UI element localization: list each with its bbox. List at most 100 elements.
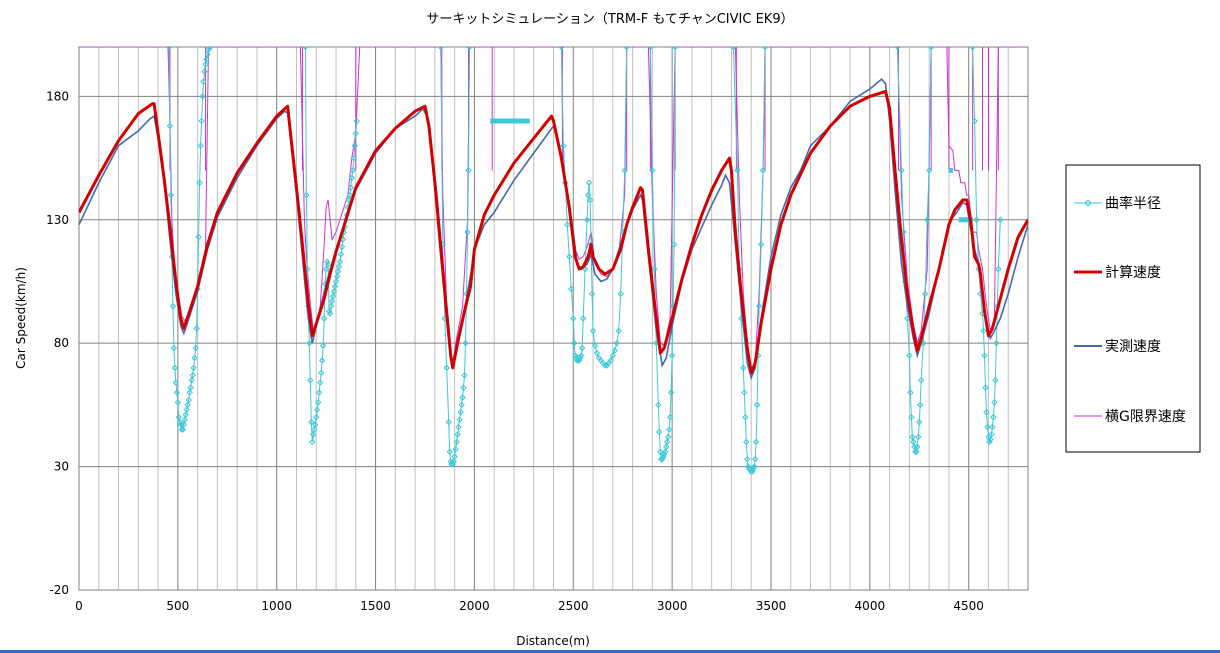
curvature-point	[750, 463, 758, 470]
curvature-point	[740, 364, 747, 372]
curvature-point	[175, 414, 183, 421]
curvature-point	[663, 438, 671, 446]
curvature-point	[457, 409, 464, 416]
curvature-point	[909, 433, 916, 441]
curvature-point	[571, 339, 578, 347]
curvature-point	[181, 416, 188, 423]
curvature-point	[585, 179, 593, 186]
curvature-point	[664, 433, 672, 441]
curvature-point	[916, 418, 923, 426]
legend-box	[1065, 164, 1201, 453]
curvature-point	[332, 278, 340, 285]
curvature-point	[927, 47, 935, 51]
curvature-point	[193, 325, 200, 332]
curvature-point	[983, 409, 990, 416]
curvature-point	[655, 401, 662, 409]
curvature-point	[199, 93, 206, 100]
curvature-point	[991, 399, 998, 406]
curvature-point	[204, 51, 211, 58]
curvature-point	[667, 389, 675, 396]
curvature-point	[443, 364, 450, 372]
curvature-point	[989, 423, 996, 431]
x-tick-label: 3500	[756, 599, 787, 613]
curvature-point	[744, 455, 751, 463]
curvature-point	[601, 362, 609, 369]
curvature-point	[459, 394, 466, 401]
curvature-point	[894, 47, 901, 51]
curvature-point	[179, 426, 187, 433]
curvature-point	[564, 221, 571, 228]
curvature-point	[314, 406, 321, 414]
curvature-point	[201, 68, 208, 75]
curvature-point	[338, 243, 346, 251]
curvature-point	[666, 414, 674, 421]
y-tick-label: 180	[46, 89, 69, 103]
curvature-point	[200, 78, 207, 85]
curvature-point	[335, 263, 343, 270]
curvature-point	[352, 130, 359, 137]
curvature-point	[170, 344, 178, 352]
curvature-point	[589, 327, 597, 335]
x-ticks: 0 500 1000 1500 2000 2500 3000 3500 4000 4500	[75, 599, 984, 613]
series-calculated-speed-line	[79, 89, 1028, 375]
curvature-point	[917, 401, 924, 409]
curvature-point	[980, 327, 987, 335]
curvature-point	[309, 438, 316, 446]
curvature-point	[189, 372, 196, 379]
x-tick-label: 4500	[953, 599, 984, 613]
curvature-point	[323, 258, 331, 265]
curvature-point	[925, 167, 933, 174]
curvature-point	[921, 290, 929, 298]
curvature-point	[670, 241, 678, 248]
x-tick-label: 3000	[657, 599, 688, 613]
curvature-point	[318, 357, 326, 364]
curvature-point	[331, 283, 339, 290]
curvature-point	[456, 416, 463, 423]
x-tick-label: 2000	[459, 599, 490, 613]
y-tick-label: 130	[46, 213, 69, 227]
curvature-point	[656, 428, 663, 436]
x-tick-label: 1500	[360, 599, 391, 613]
curvature-point	[584, 191, 592, 199]
curvature-point	[665, 426, 673, 433]
curvature-point	[558, 47, 565, 51]
curvature-point	[741, 389, 748, 396]
curvature-point	[446, 448, 453, 455]
x-tick-label: 1000	[261, 599, 292, 613]
curvature-point	[647, 47, 654, 51]
curvature-point	[981, 352, 988, 359]
curvature-point	[579, 315, 587, 322]
curvature-point	[586, 196, 594, 204]
curvature-point	[617, 290, 624, 298]
curvature-point	[988, 431, 995, 438]
curvature-point	[609, 352, 617, 359]
curvature-point	[315, 399, 322, 406]
curvature-point	[613, 339, 620, 347]
curvature-point	[197, 142, 204, 149]
series-curvature-line	[440, 47, 470, 465]
curvature-point	[183, 406, 190, 414]
curvature-point	[743, 438, 750, 446]
curvature-point	[593, 349, 601, 357]
curvature-point	[452, 446, 459, 453]
curvature-point	[566, 253, 573, 261]
curvature-point	[165, 47, 173, 51]
curvature-point	[995, 265, 1002, 273]
curvature-point	[171, 364, 179, 372]
legend-item: 計算速度	[1074, 265, 1161, 281]
curvature-point	[351, 142, 359, 149]
curvature-point	[923, 216, 931, 223]
curvature-point	[325, 307, 333, 315]
legend-label: 実測速度	[1105, 339, 1161, 355]
x-axis-label: Distance(m)	[516, 634, 590, 648]
legend-item: 実測速度	[1074, 339, 1161, 355]
curvature-point	[437, 47, 445, 51]
curvature-point	[336, 258, 344, 265]
curvature-point	[572, 352, 579, 359]
series-layer	[79, 47, 1028, 475]
curvature-point	[913, 448, 920, 455]
curvature-point	[319, 342, 327, 349]
curvature-point	[166, 122, 174, 130]
